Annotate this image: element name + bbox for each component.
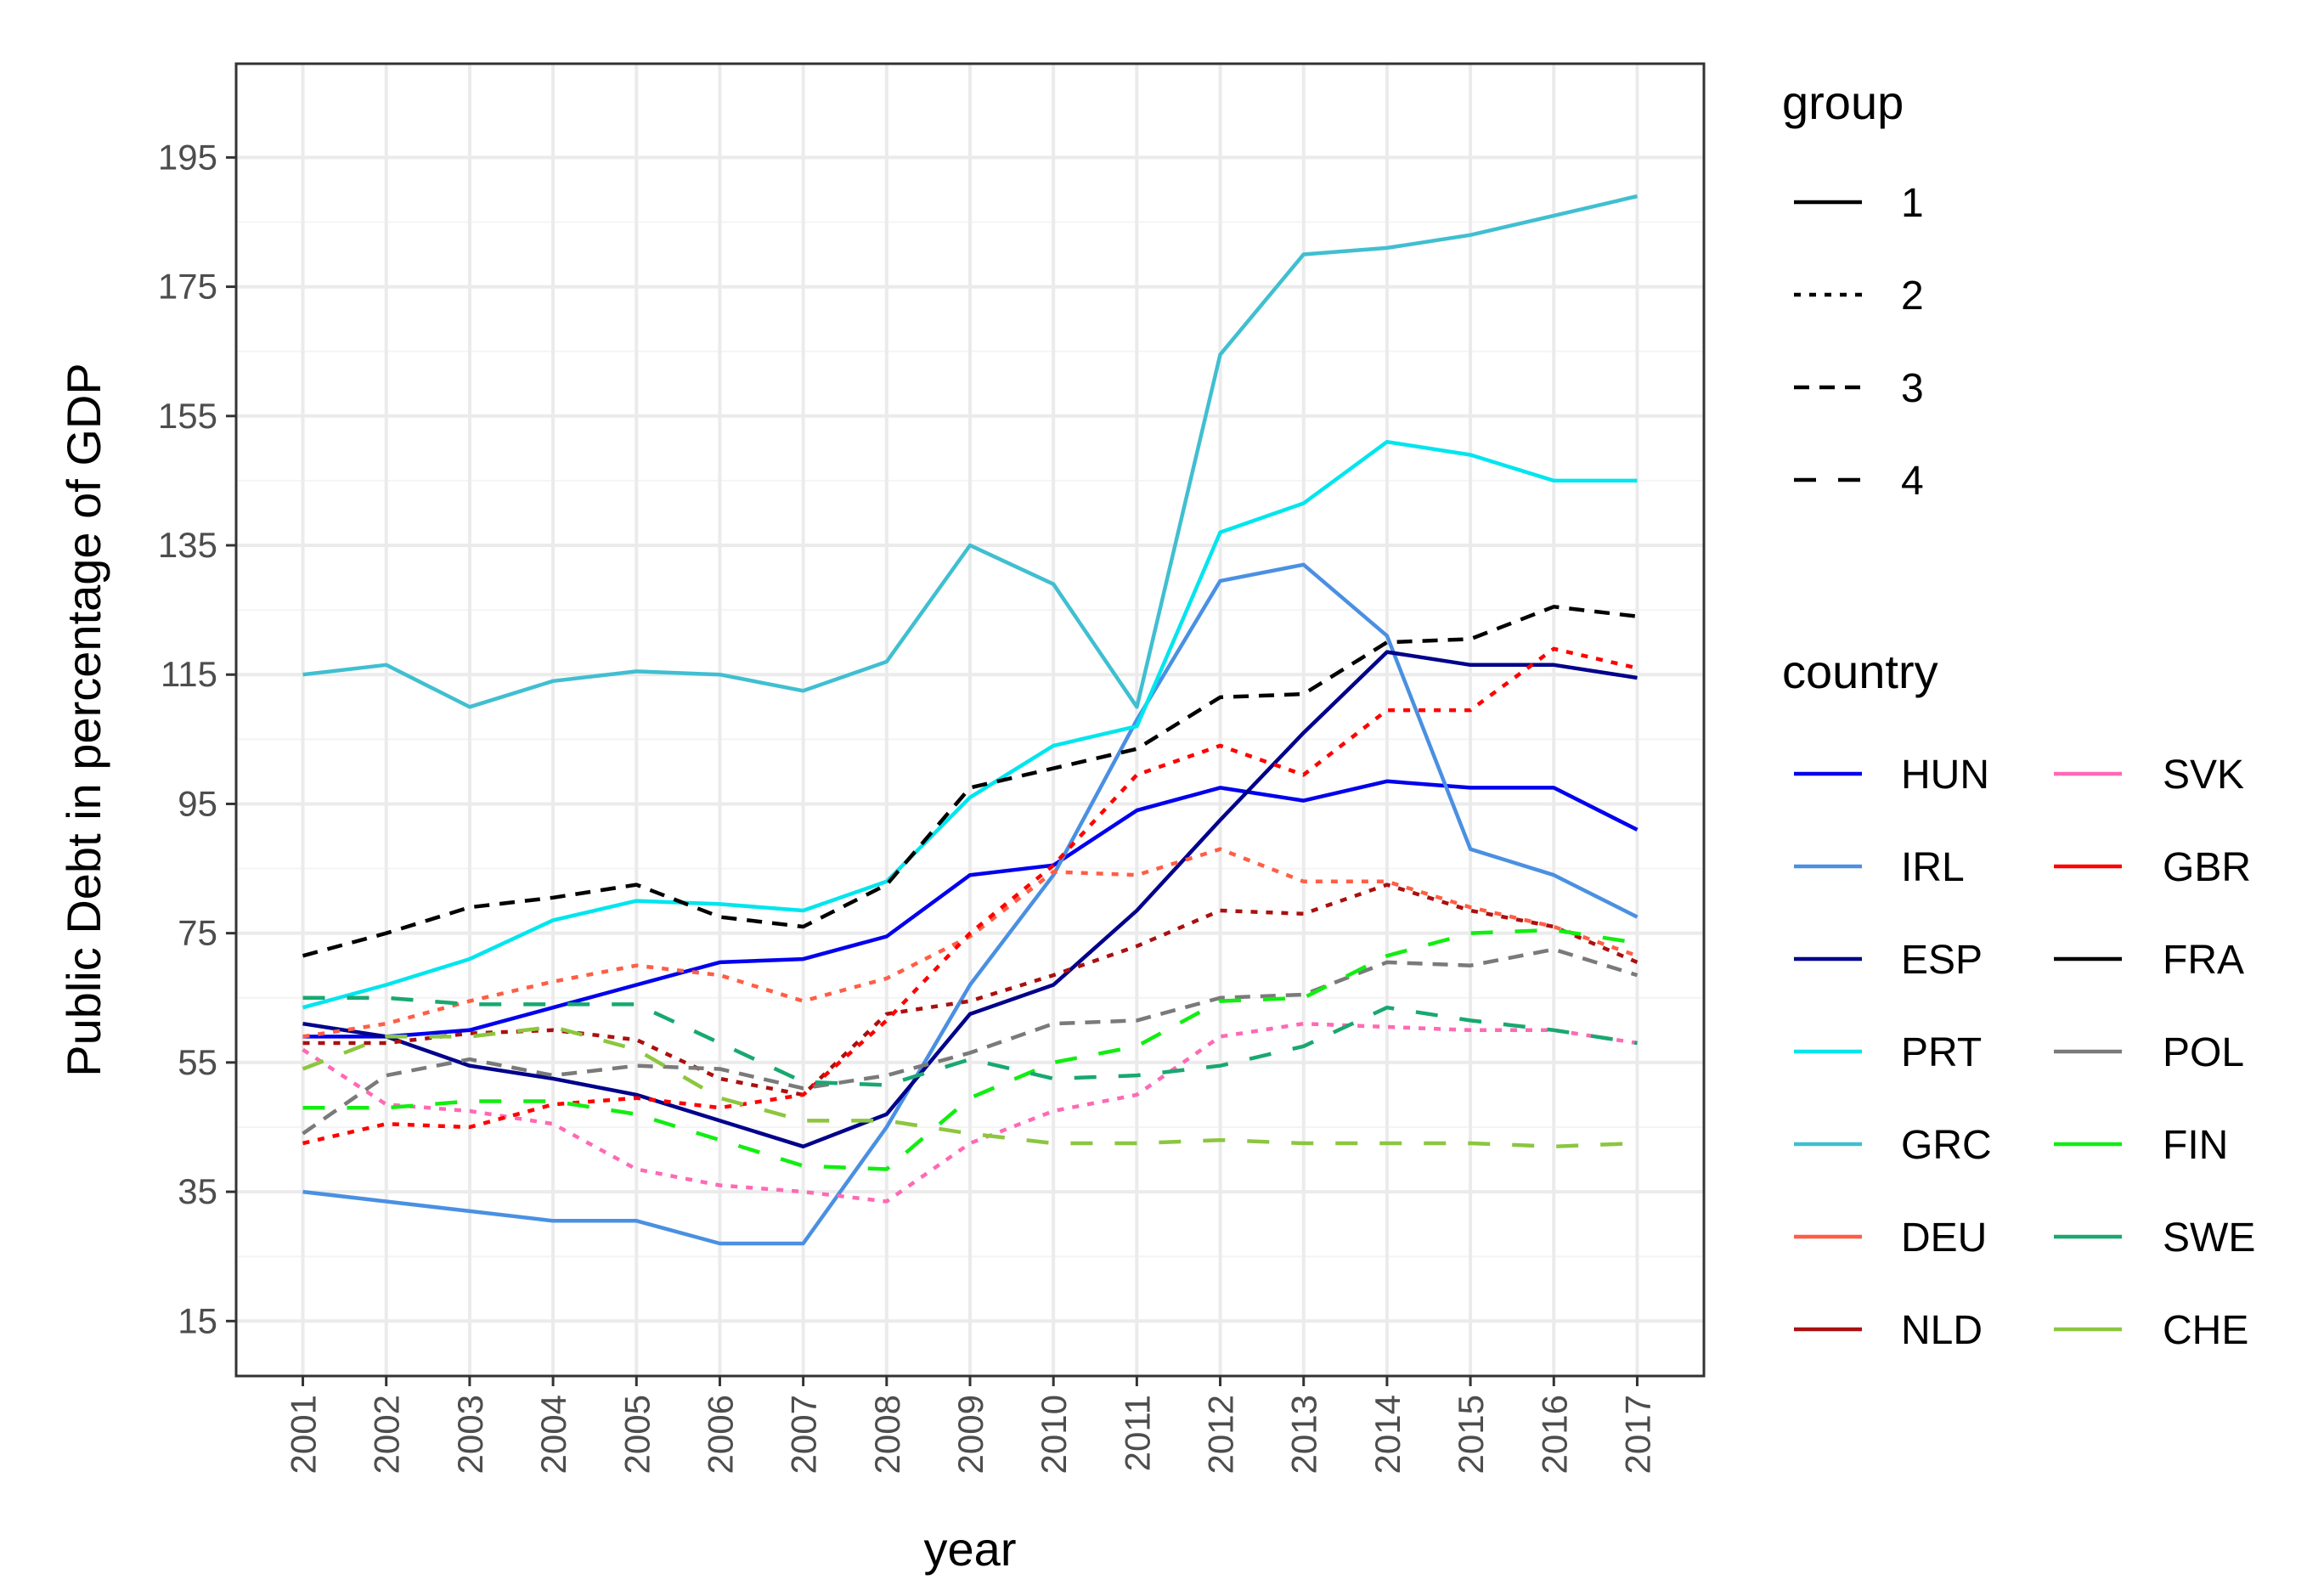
legend-country-label: DEU [1901, 1215, 1987, 1260]
y-tick-label: 175 [158, 267, 217, 307]
legend-group-label: 2 [1901, 274, 1924, 319]
y-tick-label: 35 [178, 1171, 217, 1211]
series-line-gbr [302, 646, 1639, 1146]
y-tick-label: 135 [158, 525, 217, 565]
legend-group-title: group [1782, 76, 1904, 129]
legend-country-label: SVK [2163, 753, 2244, 798]
legend-group-label: 4 [1901, 459, 1924, 504]
series-line-deu [302, 847, 1639, 1039]
x-tick-label: 2002 [367, 1395, 407, 1474]
x-tick-label: 2011 [1117, 1395, 1157, 1471]
x-tick-label: 2008 [867, 1395, 907, 1474]
x-tick-label: 2015 [1451, 1395, 1491, 1474]
x-axis-ticks: 2001 2002 2003 2004 2005 2006 2007 2008 2009 2010… [284, 1376, 1657, 1474]
legend-group-label: 1 [1901, 181, 1924, 226]
y-tick-label: 155 [158, 396, 217, 436]
x-tick-label: 2003 [450, 1395, 490, 1474]
x-tick-label: 2017 [1617, 1395, 1657, 1474]
series-line-fra [302, 605, 1638, 958]
y-tick-label: 75 [178, 913, 217, 953]
x-tick-label: 2010 [1034, 1395, 1074, 1474]
legend-country-label: ESP [1901, 938, 1983, 983]
x-tick-label: 2009 [950, 1395, 990, 1474]
legend-country-label: GRC [1901, 1123, 1992, 1168]
series-line-pol [302, 947, 1639, 1136]
x-tick-label: 2004 [533, 1395, 573, 1474]
series-line-swe [302, 995, 1638, 1087]
x-tick-label: 2014 [1368, 1395, 1407, 1474]
legend-country-label: CHE [2163, 1308, 2248, 1353]
series-lines [302, 194, 1639, 1246]
series-line-hun [302, 779, 1639, 1039]
legend-country-title: country [1782, 645, 1938, 698]
y-tick-label: 55 [178, 1042, 217, 1082]
series-line-che [302, 1024, 1638, 1149]
x-tick-label: 2006 [700, 1395, 740, 1474]
series-line-grc [302, 194, 1639, 709]
x-tick-label: 2005 [617, 1395, 657, 1474]
y-axis-ticks: 15 35 55 75 95 115 135 155 175 195 [158, 137, 236, 1340]
y-axis-title: Public Debt in percentage of GDP [57, 363, 110, 1076]
grid [236, 64, 1704, 1376]
y-tick-label: 195 [158, 137, 217, 177]
series-line-irl [302, 562, 1639, 1246]
legend-country-label: NLD [1901, 1308, 1983, 1353]
legend-country-label: HUN [1901, 753, 1989, 798]
legend-country-label: PRT [1901, 1030, 1982, 1075]
legend-country-label: FRA [2163, 938, 2244, 983]
legend-group-label: 3 [1901, 366, 1924, 411]
y-tick-label: 15 [178, 1300, 217, 1340]
series-line-nld [302, 883, 1639, 1097]
x-tick-label: 2016 [1534, 1395, 1574, 1474]
legend-country-label: SWE [2163, 1215, 2255, 1260]
legend-country-label: IRL [1901, 845, 1965, 890]
legend-group: 1 2 3 4 [1794, 181, 1924, 504]
x-axis-title: year [924, 1522, 1017, 1576]
x-tick-label: 2007 [784, 1395, 824, 1474]
x-tick-label: 2013 [1284, 1395, 1324, 1474]
legend-country: HUN IRL ESP PRT GRC DEU NLD SVK GBR FRA POL FIN SWE C… [1794, 753, 2255, 1353]
x-tick-label: 2001 [284, 1395, 324, 1474]
legend-country-label: GBR [2163, 845, 2251, 890]
y-tick-label: 95 [178, 783, 217, 823]
y-tick-label: 115 [161, 654, 217, 694]
x-tick-label: 2012 [1201, 1395, 1241, 1474]
legend-country-label: POL [2163, 1030, 2244, 1075]
legend-country-label: FIN [2163, 1123, 2228, 1168]
series-line-fin [302, 928, 1638, 1171]
series-line-prt [302, 439, 1638, 1010]
series-line-esp [302, 650, 1638, 1149]
